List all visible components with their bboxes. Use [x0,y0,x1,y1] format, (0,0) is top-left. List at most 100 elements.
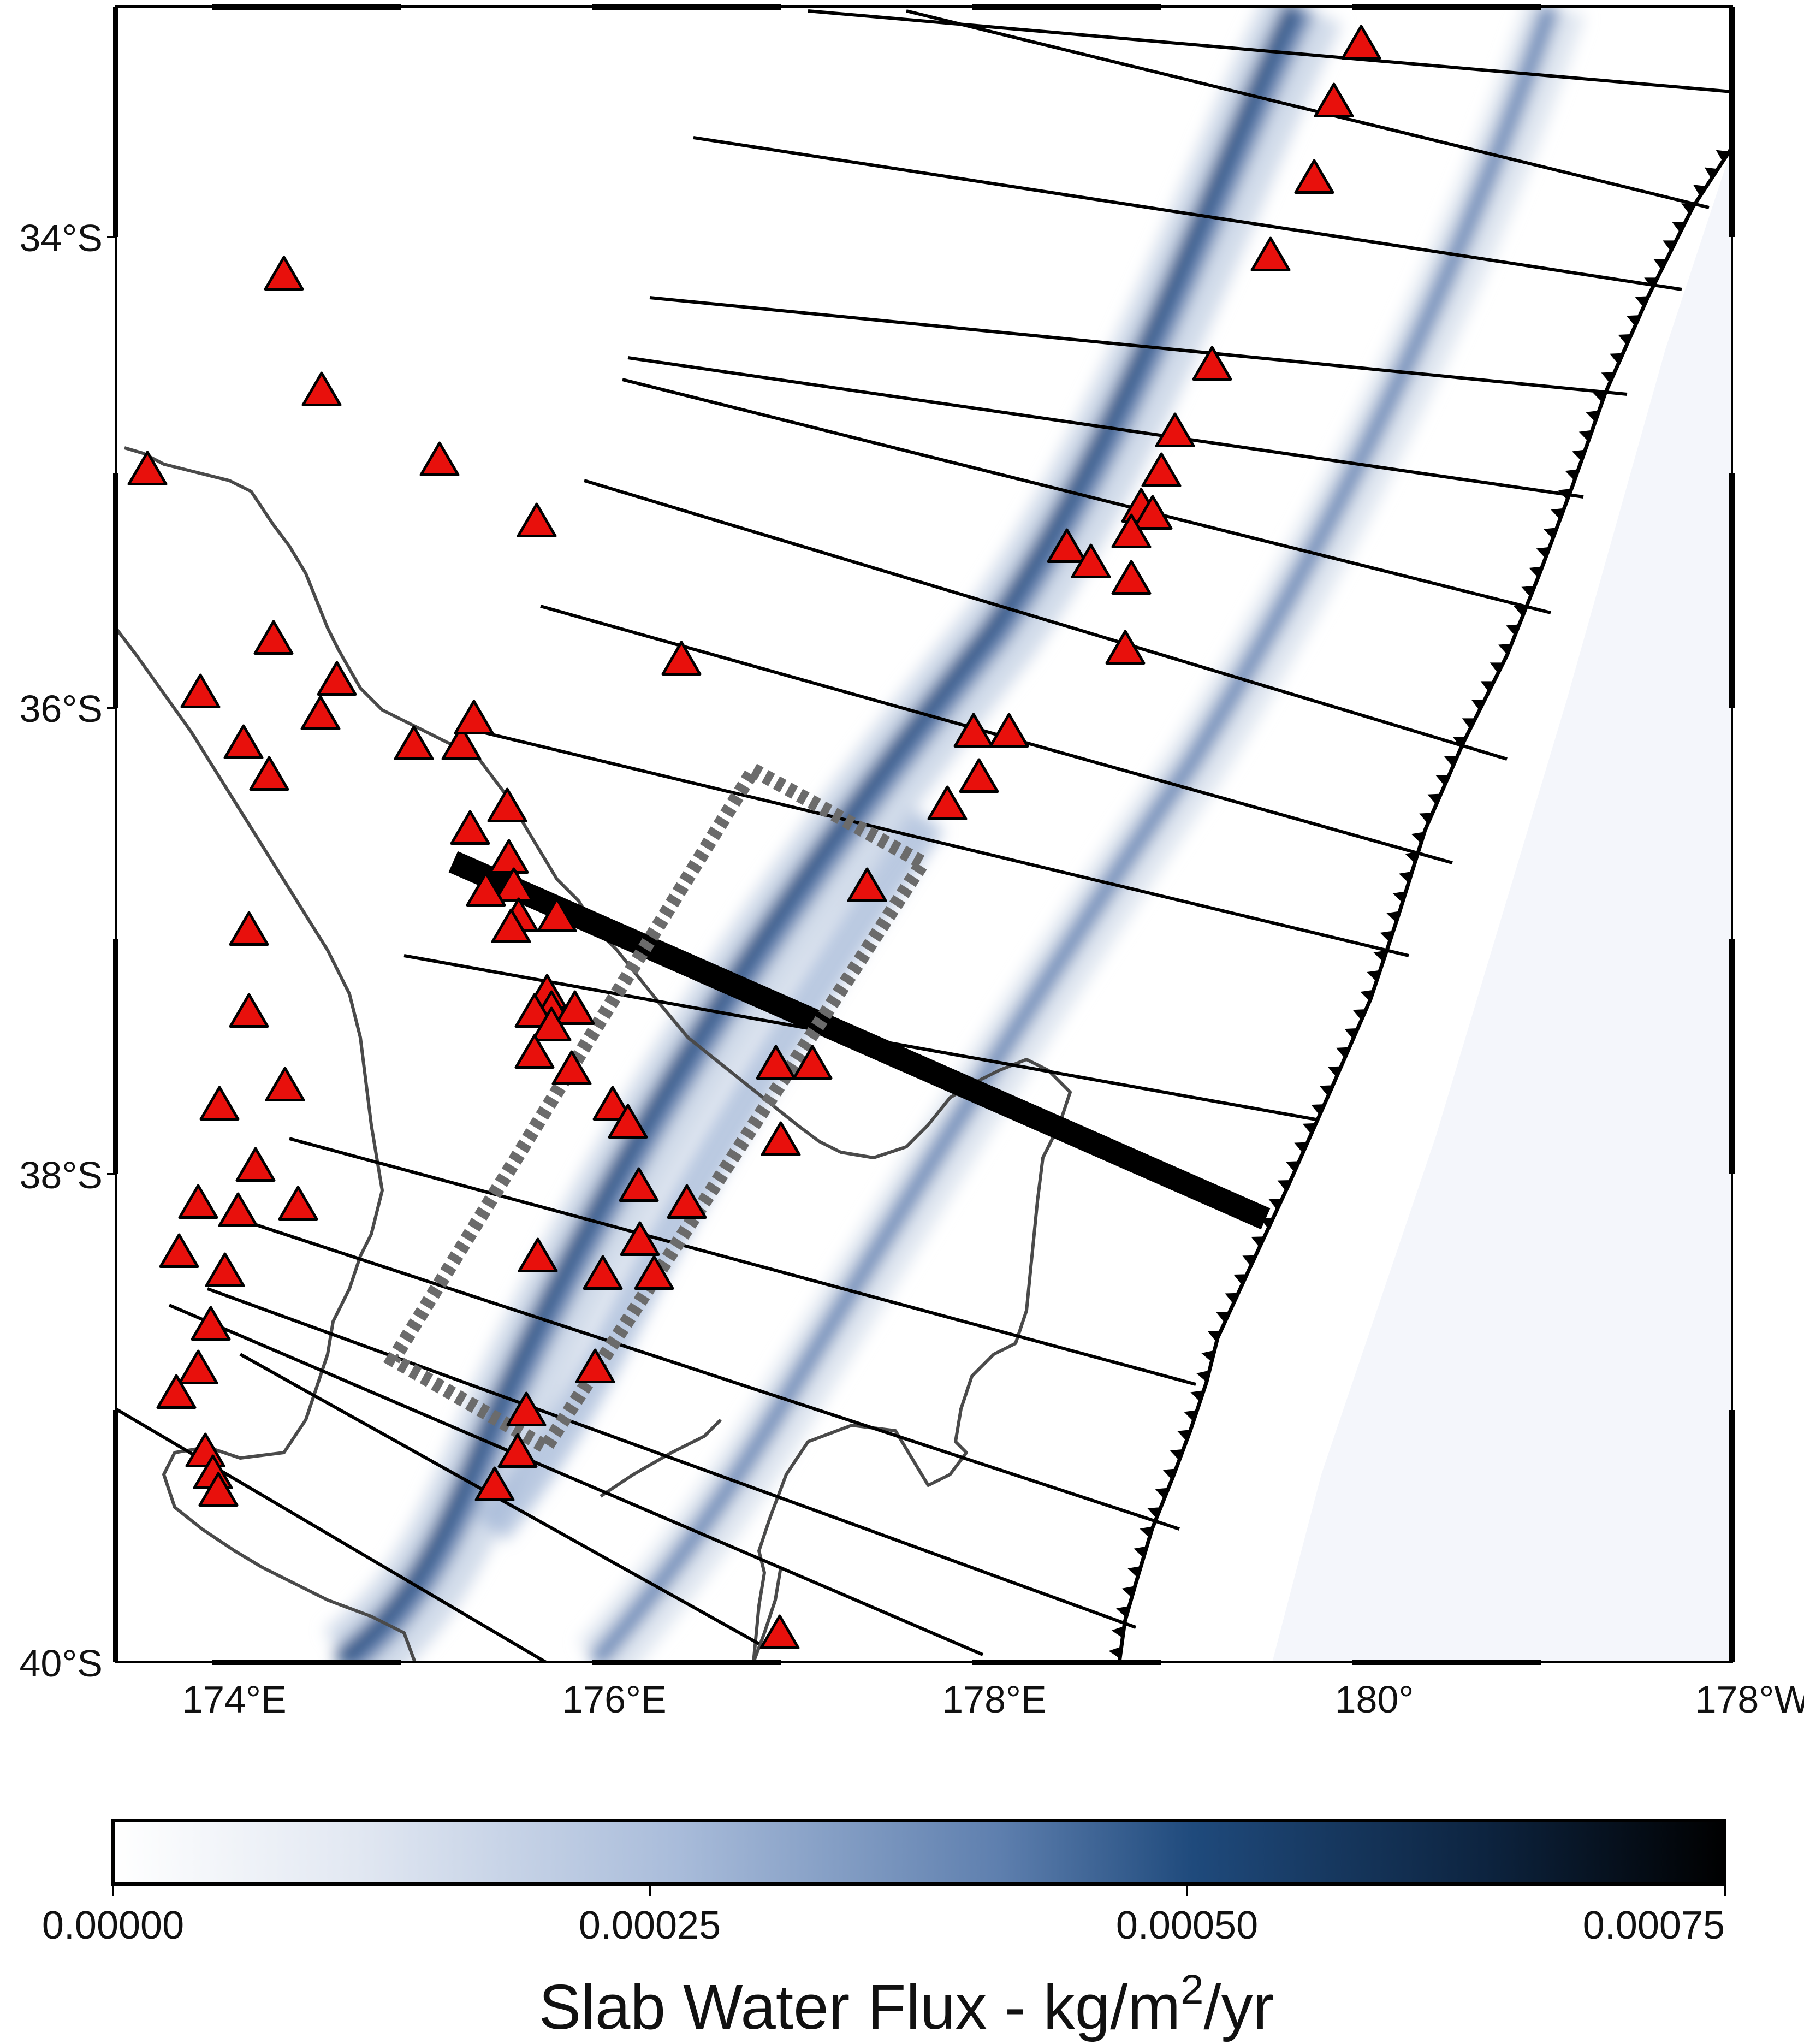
lat-label-36: 36°S [19,688,103,730]
trench-tooth [1653,259,1667,270]
trench-tooth [1386,911,1400,923]
profile-line [622,378,1551,614]
volcano-triangle [619,1167,659,1202]
plate-shading [1272,147,1732,1662]
trench-tooth [1367,970,1380,982]
trench-tooth [1521,585,1535,597]
trench-tooth [1327,1066,1342,1077]
volcano-triangle [634,1255,674,1290]
trench-tooth [1134,1546,1147,1558]
lon-label-178w: 178°W [1695,1678,1804,1721]
trench-tooth [1336,1047,1350,1058]
trench-tooth [1536,547,1550,559]
volcano-triangle [1192,346,1232,381]
profile-line [584,479,1508,761]
trench-tooth [1543,528,1557,539]
volcano-triangle [761,1121,801,1156]
trench-tooth [1260,1217,1274,1229]
volcano-triangle [847,867,887,902]
volcano-triangle [489,839,529,874]
trench-tooth [1618,334,1632,345]
trench-tooth [1704,167,1718,179]
trench-tooth [1268,1199,1283,1210]
trench-tooth [1207,1330,1221,1342]
volcano-triangle [419,441,460,476]
volcano-triangle [756,1045,796,1080]
volcano-triangle [792,1045,833,1080]
trench-tooth [1277,1180,1291,1191]
trench-tooth [1435,774,1450,786]
trench-tooth [1405,851,1419,863]
trench-tooth [1190,1390,1204,1402]
trench-tooth [1644,277,1658,289]
trench-tooth [1529,566,1542,578]
trench-tooth [1716,150,1730,162]
frame-ticks [113,4,1735,1665]
trench-tooth [1693,185,1707,197]
profile-line [168,1304,984,1656]
volcano-triangle [253,620,294,655]
volcano-triangle [494,867,534,902]
trench-tooth [1196,1370,1210,1382]
trench-tooth [1462,718,1476,730]
volcano-triangle [608,1104,648,1139]
volcano-triangle [953,713,994,748]
volcano-triangle [1111,513,1152,548]
trench-tooth [1506,624,1520,636]
trench-tooth [1311,1104,1325,1116]
lon-label-178: 178°E [942,1678,1046,1721]
trench-tooth [1302,1123,1316,1134]
lat-label-38: 38°S [19,1154,103,1196]
volcano-triangle [667,1184,707,1219]
volcano-triangle [229,993,269,1028]
trench-tooth [1551,508,1564,520]
trench-tooth [1593,390,1606,402]
trench-tooth [1411,832,1425,844]
trench-tooth [1184,1410,1197,1421]
volcano-triangle [159,1233,199,1268]
volcano-triangle [454,700,494,734]
volcano-triangle [441,725,482,760]
volcano-triangle [474,1466,515,1501]
volcano-triangle [531,1006,572,1041]
trench-tooth [1586,410,1599,422]
slab-flux-field [324,7,1585,1662]
trench-tooth [1147,1507,1161,1519]
volcano-triangle [265,1067,305,1101]
lat-tick-labels: 34°S 36°S 38°S 40°S [19,217,116,1685]
profile-line [206,1287,1137,1629]
volcano-triangle [1111,560,1152,595]
trench-tooth [1471,700,1485,711]
volcano-triangle [989,713,1029,748]
volcano-triangle [301,371,342,406]
volcano-triangle [592,1086,633,1121]
profile-lines [116,9,1732,1662]
trench-tooth [1681,203,1695,215]
volcano-triangle [575,1348,615,1383]
volcano-triangle [1071,543,1111,578]
trench-tooth [1108,1646,1121,1659]
trench-tooth [1490,662,1504,674]
volcano-triangle [191,1306,231,1341]
trench-tooth [1155,1488,1169,1500]
volcano-triangle [537,897,577,932]
trench-tooth [1565,469,1578,481]
trench-tooth [1111,1626,1124,1638]
profile-line [906,9,1710,209]
trench-tooth [1177,1430,1191,1441]
volcano-triangle [229,911,269,946]
volcano-triangle [1132,495,1173,530]
volcano-triangle [180,673,221,708]
volcano-triangle [317,661,357,696]
volcano-triangle [497,1433,538,1468]
trench-tooth [1373,950,1387,962]
volcano-triangle [178,1349,218,1384]
trench-tooth [1319,1085,1333,1097]
volcano-triangle [551,1050,592,1085]
volcano-triangle [487,787,527,822]
lon-tick-labels: 174°E 176°E 178°E 180° 178°W [182,1678,1804,1721]
lon-label-180: 180° [1335,1678,1414,1721]
volcano-triangle [583,1255,623,1290]
volcano-triangle [178,1184,218,1219]
trench-tooth [1285,1161,1299,1172]
